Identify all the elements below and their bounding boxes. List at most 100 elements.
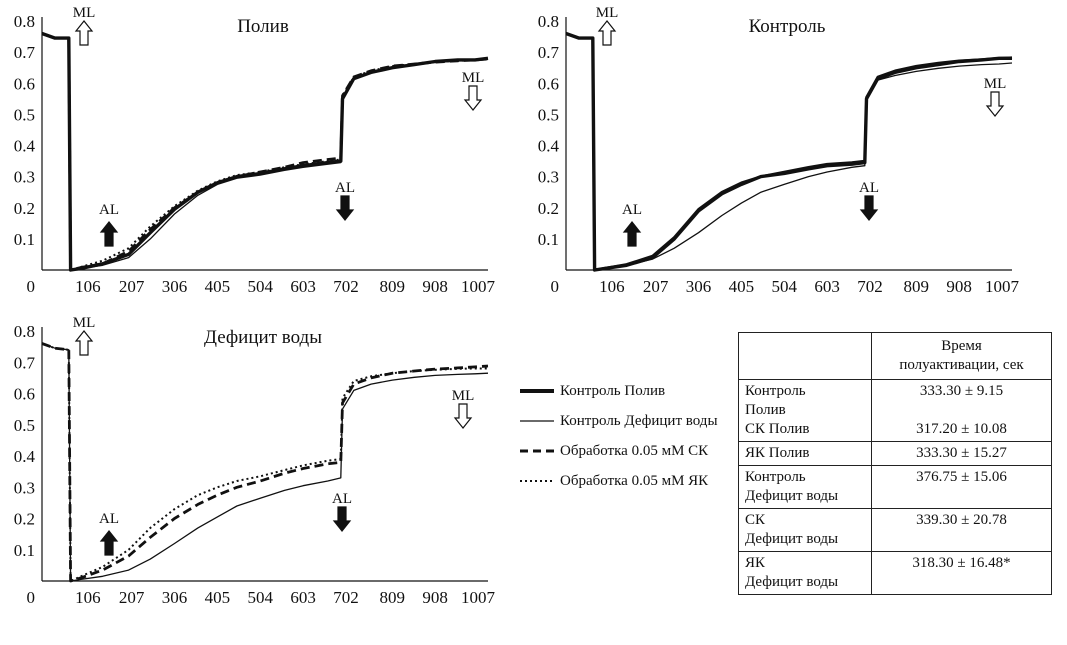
- al-off-label: AL: [859, 180, 879, 196]
- legend-item-ya-treatment: Обработка 0.05 мМ ЯК: [520, 472, 730, 490]
- ml-off-arrow-icon: [453, 403, 473, 429]
- series-line: [41, 342, 489, 583]
- al-on-label: AL: [99, 511, 119, 527]
- x-tick-label: 702: [857, 277, 883, 296]
- legend-swatch-dashed: [520, 449, 554, 453]
- legend-item-sa-treatment: Обработка 0.05 мМ СК: [520, 442, 730, 460]
- y-tick-label: 0.2: [538, 199, 559, 218]
- table-row-value: 376.75 ± 15.06: [871, 465, 1052, 509]
- x-tick-label: 405: [205, 588, 231, 607]
- y-tick-label: 0.1: [538, 230, 559, 249]
- table-row-label: Контроль Полив СК Полив: [738, 379, 872, 442]
- table-row-label: СК Дефицит воды: [738, 508, 872, 552]
- x-tick-label: 809: [380, 277, 406, 296]
- ml-on-arrow-icon: [74, 330, 94, 356]
- series-line: [41, 32, 489, 271]
- x-tick-label: 702: [333, 588, 359, 607]
- chart-title: Дефицит воды: [204, 327, 322, 348]
- y-tick-label: 0.4: [14, 137, 36, 156]
- ml-off-label: ML: [462, 70, 485, 86]
- table-row-value: 339.30 ± 20.78: [871, 508, 1052, 552]
- ml-on-label: ML: [596, 5, 619, 21]
- y-tick-label: 0.8: [14, 322, 35, 341]
- y-tick-label: 0: [551, 277, 560, 296]
- x-tick-label: 603: [290, 588, 316, 607]
- series-line: [41, 342, 488, 582]
- y-tick-label: 0.3: [14, 168, 35, 187]
- x-tick-label: 405: [205, 277, 231, 296]
- x-tick-label: 207: [119, 588, 145, 607]
- table-row: Контроль Полив СК Полив 333.30 ± 9.15 31…: [738, 379, 1052, 442]
- ml-on-arrow-icon: [74, 20, 94, 46]
- y-tick-label: 0.7: [538, 43, 560, 62]
- ml-off-label: ML: [984, 76, 1007, 92]
- al-on-arrow-icon: [622, 221, 642, 247]
- y-tick-label: 0.3: [538, 168, 559, 187]
- y-tick-label: 0.5: [538, 105, 559, 124]
- x-tick-label: 106: [75, 588, 101, 607]
- chart-title: Контроль: [749, 16, 826, 37]
- x-tick-label: 603: [290, 277, 316, 296]
- x-tick-label: 504: [247, 588, 273, 607]
- table-row-value: 333.30 ± 9.15 317.20 ± 10.08: [871, 379, 1052, 442]
- al-on-label: AL: [622, 202, 642, 218]
- y-tick-label: 0.6: [538, 74, 559, 93]
- x-tick-label: 809: [904, 277, 930, 296]
- table-corner: [738, 332, 872, 380]
- table-header-row: Время полуактивации, сек: [738, 332, 1052, 380]
- legend-swatch-thick: [520, 389, 554, 393]
- y-tick-label: 0.8: [14, 12, 35, 31]
- series-line: [41, 342, 489, 582]
- ml-on-label: ML: [73, 5, 96, 21]
- y-tick-label: 0.6: [14, 385, 35, 404]
- table-row-label: Контроль Дефицит воды: [738, 465, 872, 509]
- legend-swatch-thin: [520, 420, 554, 422]
- half-activation-table: Время полуактивации, сек Контроль Полив …: [738, 332, 1052, 595]
- x-tick-label: 809: [380, 588, 406, 607]
- al-off-arrow-icon: [335, 195, 355, 221]
- al-off-label: AL: [335, 180, 355, 196]
- series-line: [565, 32, 1013, 272]
- x-tick-label: 306: [686, 277, 712, 296]
- chart-title: Полив: [237, 16, 289, 37]
- ml-off-arrow-icon: [985, 91, 1005, 117]
- ml-off-arrow-icon: [463, 85, 483, 111]
- legend-swatch-dotted: [520, 480, 554, 482]
- y-tick-label: 0.7: [14, 43, 36, 62]
- x-tick-label: 106: [75, 277, 101, 296]
- ml-on-label: ML: [73, 315, 96, 331]
- y-tick-label: 0.5: [14, 416, 35, 435]
- ml-off-label: ML: [452, 388, 475, 404]
- table-row: СК Дефицит воды 339.30 ± 20.78: [738, 508, 1052, 552]
- al-on-arrow-icon: [99, 221, 119, 247]
- x-tick-label: 908: [422, 588, 448, 607]
- table-row: ЯК Дефицит воды 318.30 ± 16.48*: [738, 551, 1052, 595]
- x-tick-label: 306: [162, 588, 188, 607]
- al-on-arrow-icon: [99, 530, 119, 556]
- x-tick-label: 1007: [461, 277, 496, 296]
- y-tick-label: 0.4: [14, 447, 36, 466]
- table-row-value: 318.30 ± 16.48*: [871, 551, 1052, 595]
- x-tick-label: 106: [599, 277, 625, 296]
- y-tick-label: 0: [27, 588, 36, 607]
- al-off-arrow-icon: [332, 506, 352, 532]
- al-on-label: AL: [99, 202, 119, 218]
- y-tick-label: 0.7: [14, 353, 36, 372]
- x-tick-label: 1007: [461, 588, 496, 607]
- y-tick-label: 0: [27, 277, 36, 296]
- table-row: ЯК Полив 333.30 ± 15.27: [738, 441, 1052, 466]
- legend-label: Обработка 0.05 мМ ЯК: [560, 473, 709, 489]
- legend: Контроль Полив Контроль Дефицит воды Обр…: [520, 382, 730, 502]
- legend-item-control-deficit: Контроль Дефицит воды: [520, 412, 730, 430]
- table-header: Время полуактивации, сек: [871, 332, 1052, 380]
- x-tick-label: 908: [422, 277, 448, 296]
- al-off-label: AL: [332, 491, 352, 507]
- x-tick-label: 603: [814, 277, 840, 296]
- al-off-arrow-icon: [859, 195, 879, 221]
- x-tick-label: 908: [946, 277, 972, 296]
- legend-label: Обработка 0.05 мМ СК: [560, 443, 709, 459]
- x-tick-label: 1007: [985, 277, 1020, 296]
- y-tick-label: 0.1: [14, 541, 35, 560]
- x-tick-label: 504: [247, 277, 273, 296]
